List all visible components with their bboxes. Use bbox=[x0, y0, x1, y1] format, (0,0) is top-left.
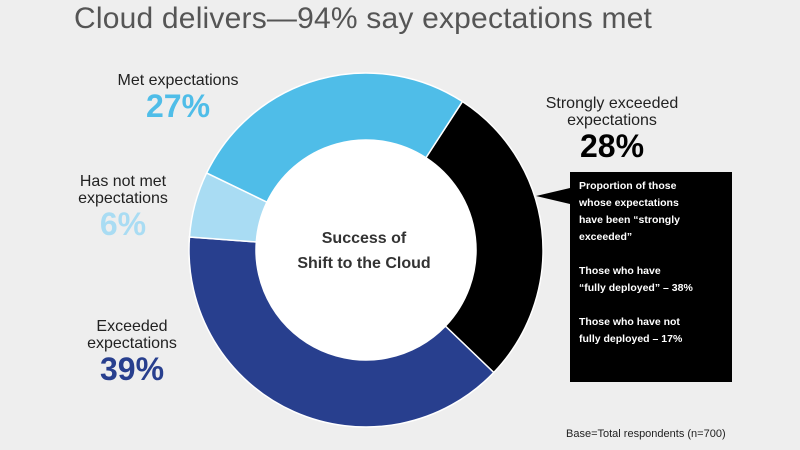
label-not-met-line2: expectations bbox=[78, 190, 168, 207]
label-exceeded-line2: expectations bbox=[87, 335, 177, 352]
label-strongly-exceeded: Strongly exceeded expectations 28% bbox=[522, 95, 702, 163]
label-strongly-line2: expectations bbox=[567, 112, 657, 129]
label-met-text: Met expectations bbox=[117, 72, 239, 89]
label-met-pct: 27% bbox=[145, 88, 211, 124]
callout-paragraph-2: Those who have “fully deployed” – 38% bbox=[579, 263, 726, 297]
label-exceeded-line1: Exceeded bbox=[96, 318, 168, 335]
callout-p3-line2: fully deployed – 17% bbox=[579, 333, 683, 345]
label-not-met: Has not met expectations 6% bbox=[48, 173, 198, 241]
callout-p1-line1: Proportion of those bbox=[579, 180, 677, 192]
label-strongly-line1: Strongly exceeded bbox=[545, 95, 679, 112]
callout-p1-line2: whose expectations bbox=[579, 197, 679, 209]
label-met: Met expectations 27% bbox=[88, 72, 268, 123]
label-exceeded: Exceeded expectations 39% bbox=[52, 318, 212, 386]
callout-paragraph-3: Those who have not fully deployed – 17% bbox=[579, 314, 726, 348]
label-strongly-pct: 28% bbox=[579, 128, 645, 164]
center-label-line1: Success of bbox=[322, 230, 407, 247]
label-exceeded-pct: 39% bbox=[99, 351, 165, 387]
center-label-line2: Shift to the Cloud bbox=[297, 255, 430, 272]
callout-p1-line4: exceeded” bbox=[579, 231, 633, 243]
callout-p3-line1: Those who have not bbox=[579, 316, 680, 328]
callout-p2-line1: Those who have bbox=[579, 265, 661, 277]
callout-box: Proportion of those whose expectations h… bbox=[570, 172, 732, 382]
callout-p1-line3: have been “strongly bbox=[579, 214, 680, 226]
donut-center bbox=[256, 140, 476, 360]
callout-p2-line2: “fully deployed” – 38% bbox=[579, 282, 693, 294]
base-note: Base=Total respondents (n=700) bbox=[566, 428, 726, 440]
callout-paragraph-1: Proportion of those whose expectations h… bbox=[579, 178, 726, 246]
callout-arrow bbox=[536, 188, 570, 204]
chart-title: Cloud delivers—94% say expectations met bbox=[74, 2, 653, 35]
label-not-met-line1: Has not met bbox=[79, 173, 167, 190]
label-not-met-pct: 6% bbox=[99, 206, 147, 242]
